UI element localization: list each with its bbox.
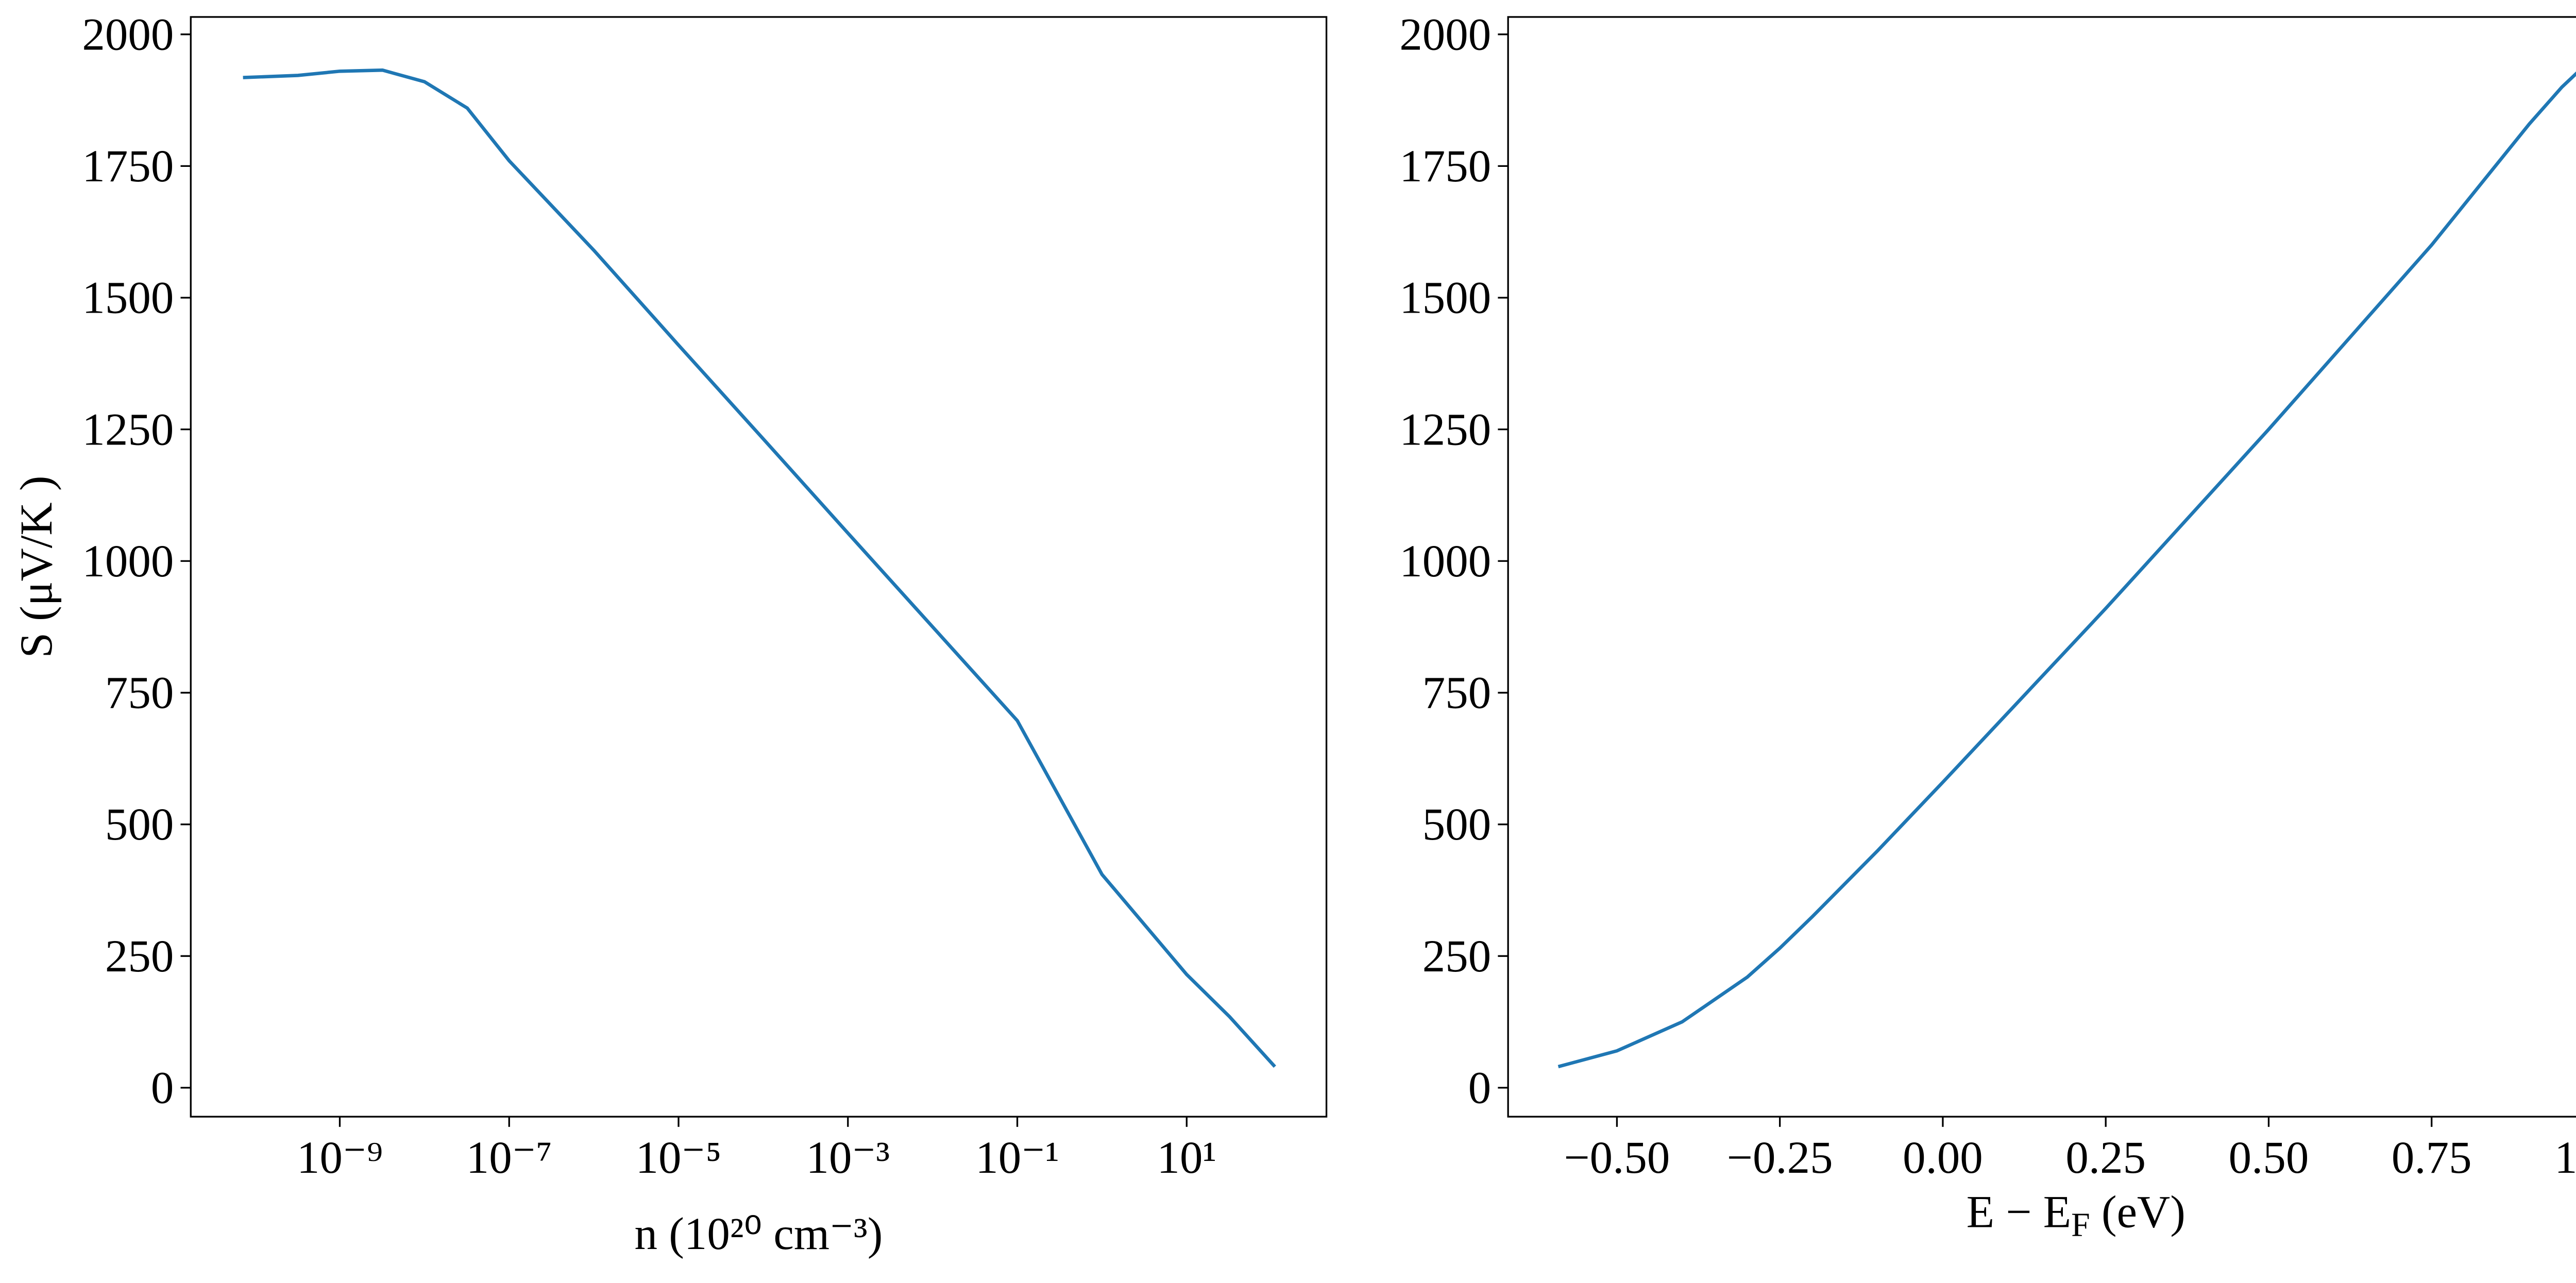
- x-tick-label: −0.25: [1727, 1133, 1833, 1183]
- y-tick-label: 1000: [82, 536, 174, 587]
- y-tick-label: 1500: [82, 273, 174, 323]
- y-tick-label: 1250: [1399, 404, 1491, 455]
- y-tick-label: 1000: [1399, 536, 1491, 587]
- y-tick-label: 750: [105, 668, 174, 719]
- x-tick-label: 10⁻⁷: [466, 1133, 552, 1183]
- y-axis-label: S (μV/K ): [11, 475, 62, 658]
- y-tick-label: 500: [1422, 799, 1491, 850]
- y-tick-label: 1250: [82, 404, 174, 455]
- subplot: 0 250 500 750 1000 1250 1500 1750 2000 −0.50 −0.25…: [1399, 9, 2576, 1243]
- x-tick-label: 0.50: [2229, 1133, 2309, 1183]
- plot-frame: [1507, 16, 2576, 1118]
- x-tick-label: 10⁻³: [806, 1133, 890, 1183]
- y-tick-label: 1500: [1399, 273, 1491, 323]
- y-tick-label: 250: [1422, 931, 1491, 982]
- line-series: [243, 68, 1276, 1068]
- y-tick-label: 250: [105, 931, 174, 982]
- x-tick-label: 10⁻¹: [975, 1133, 1059, 1183]
- y-tick-label: 0: [151, 1063, 174, 1114]
- x-tick-label: −0.50: [1564, 1133, 1670, 1183]
- x-tick-label: 1.00: [2554, 1133, 2576, 1183]
- y-tick-label: 750: [1422, 668, 1491, 719]
- y-tick-label: 2000: [1399, 9, 1491, 60]
- x-tick-label: 10¹: [1157, 1133, 1217, 1183]
- x-axis-label: n (10²⁰ cm⁻³): [635, 1209, 883, 1259]
- line-series: [1557, 71, 2576, 1069]
- x-tick-label: 10⁻⁵: [636, 1133, 722, 1183]
- x-axis-label-part: (eV): [2090, 1187, 2185, 1237]
- y-tick-label: 500: [105, 799, 174, 850]
- x-axis-label: E − EF (eV): [1967, 1187, 2185, 1243]
- subplot: 0 250 500 750 1000 1250 1500 1750 2000 10⁻⁹ 10⁻⁷ 10…: [11, 9, 1328, 1259]
- plot-frame: [190, 16, 1328, 1118]
- x-axis-label-part: E − E: [1967, 1187, 2071, 1237]
- x-tick-label: 10⁻⁹: [297, 1133, 383, 1183]
- x-tick-label: 0.00: [1903, 1133, 1983, 1183]
- x-tick-label: 0.75: [2392, 1133, 2472, 1183]
- y-tick-label: 1750: [82, 141, 174, 192]
- x-axis-label-part: F: [2071, 1206, 2090, 1243]
- y-tick-label: 0: [1468, 1063, 1491, 1114]
- x-tick-label: 0.25: [2065, 1133, 2146, 1183]
- y-tick-label: 2000: [82, 9, 174, 60]
- y-tick-label: 1750: [1399, 141, 1491, 192]
